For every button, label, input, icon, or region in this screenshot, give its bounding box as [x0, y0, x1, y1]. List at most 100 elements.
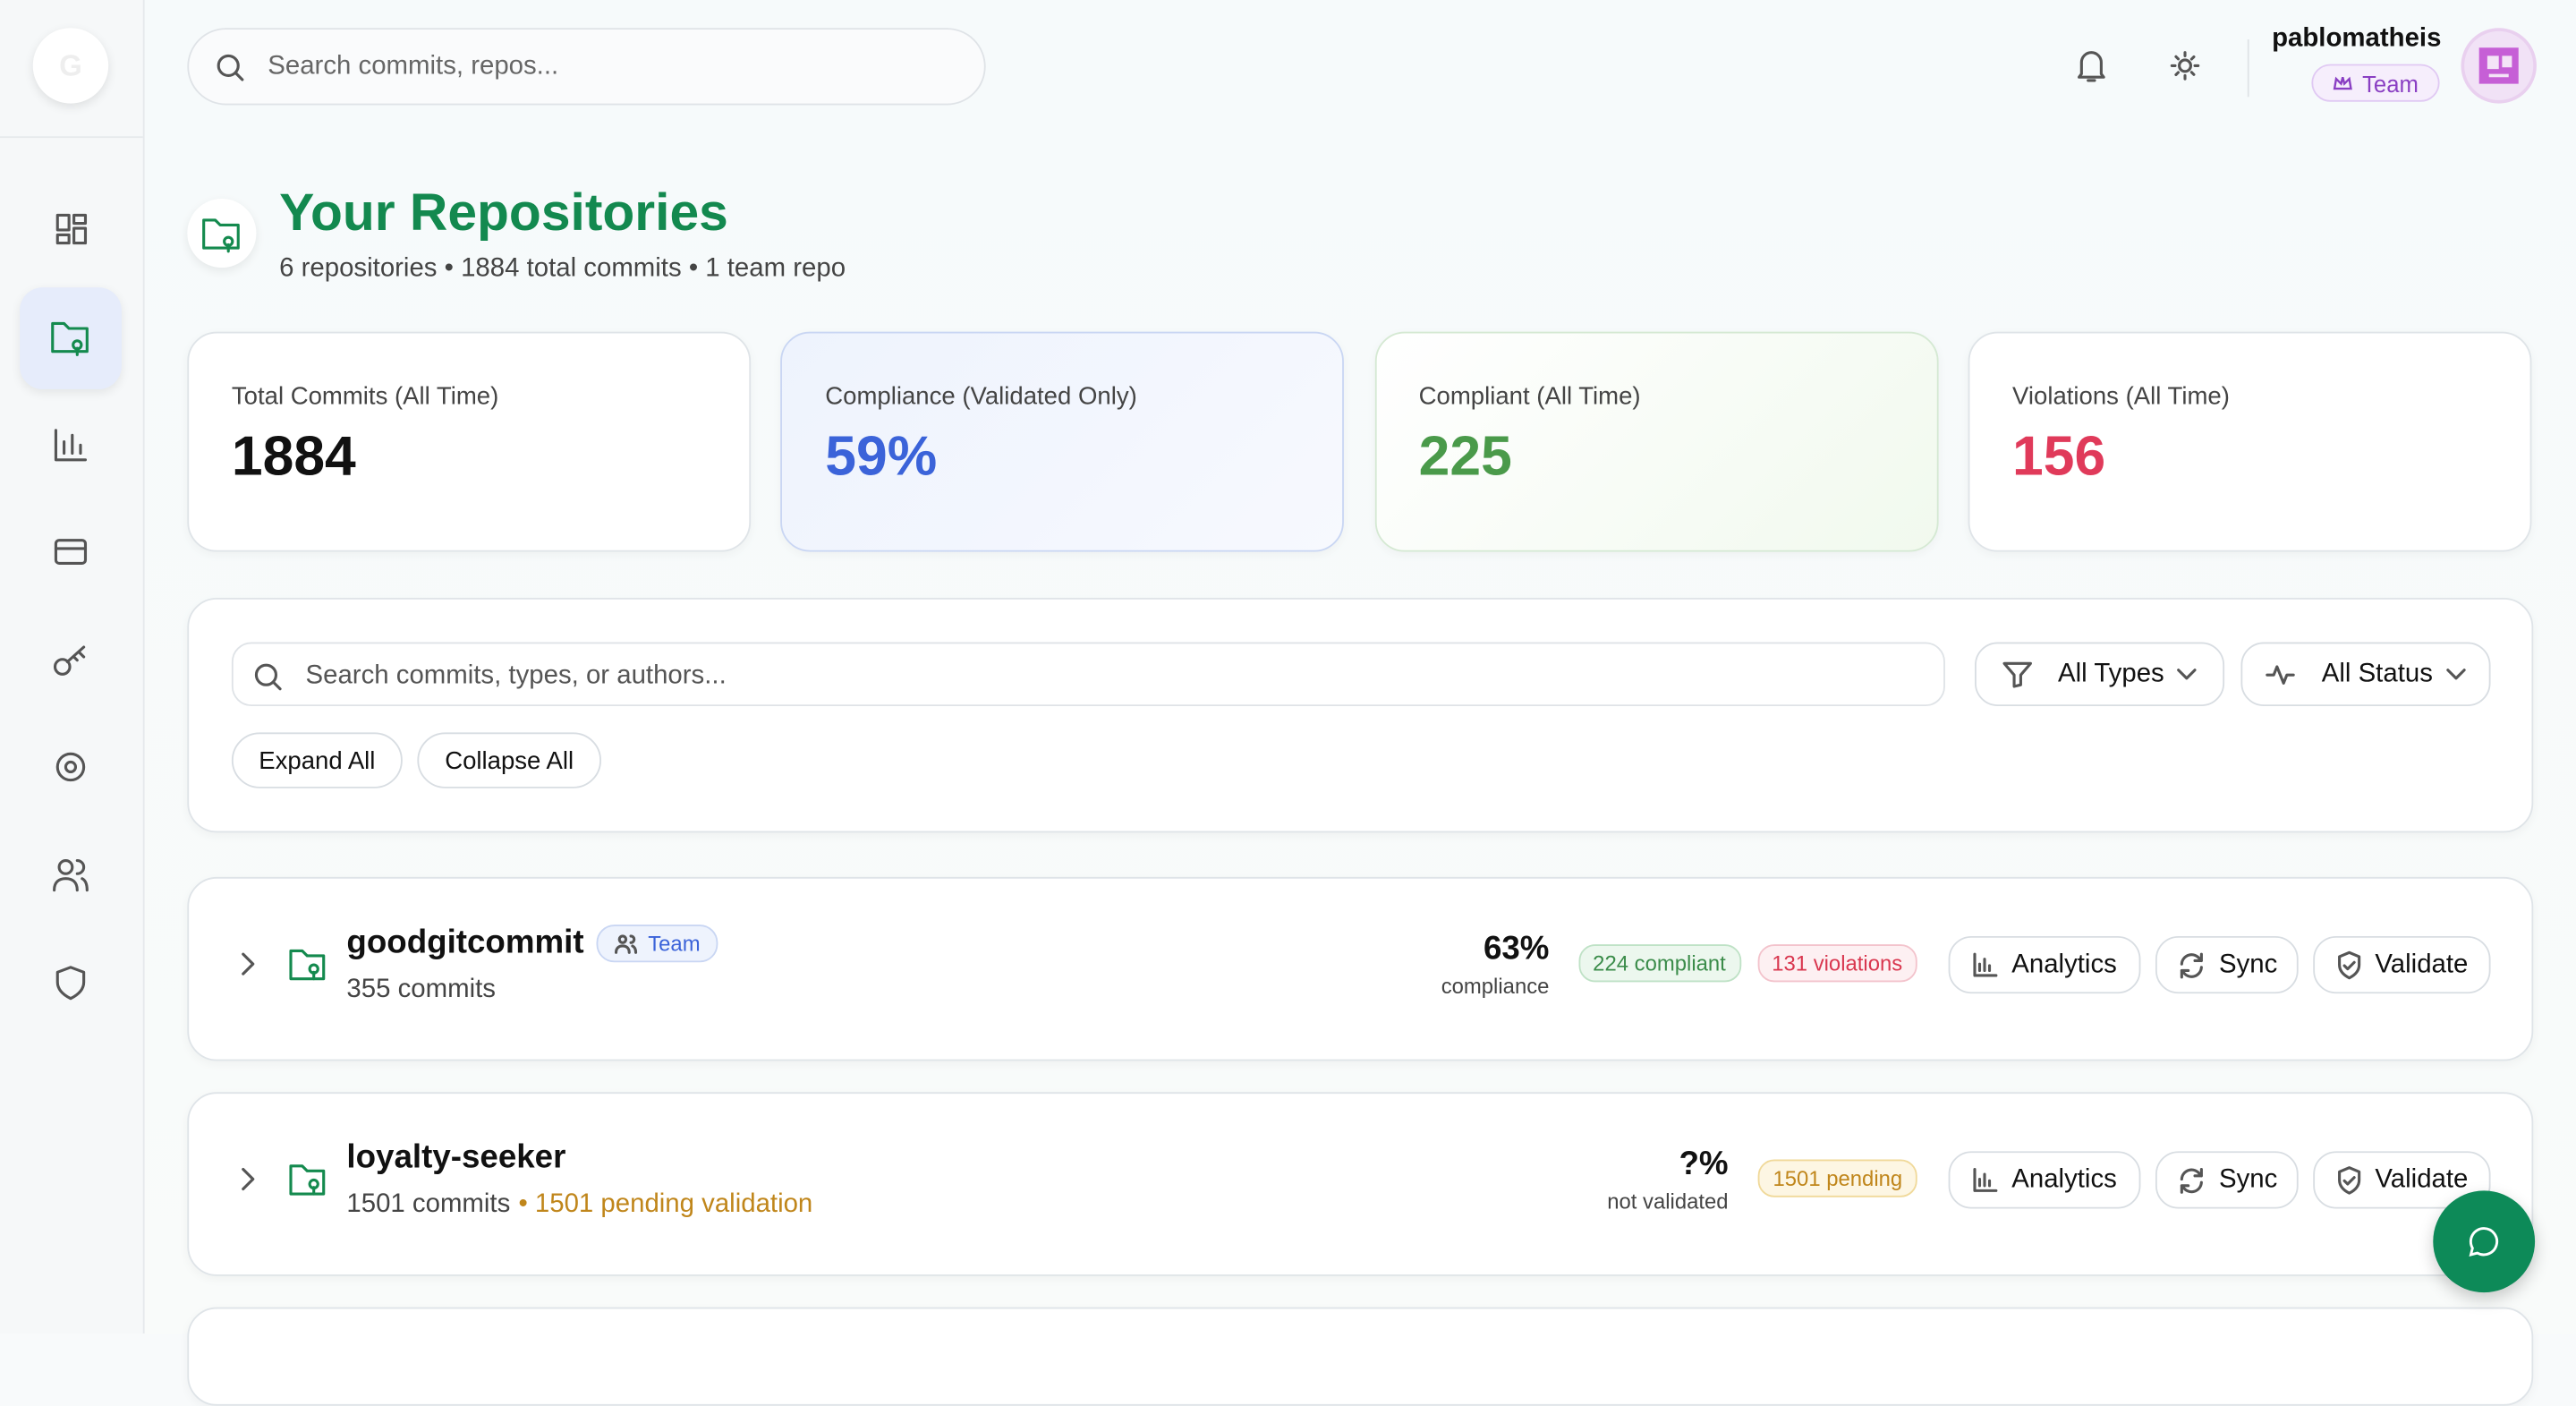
repo-icon — [287, 944, 327, 992]
status-text: All Status — [2321, 659, 2433, 687]
nav-dashboard[interactable] — [55, 213, 88, 245]
page-subtitle: 6 repositories • 1884 total commits • 1 … — [279, 254, 846, 283]
nav-repos[interactable] — [51, 321, 89, 356]
sidebar: G — [0, 0, 145, 1334]
repo-name[interactable]: goodgitcommit — [346, 925, 584, 961]
action-button[interactable]: Sync — [2155, 1151, 2299, 1209]
expand-all[interactable]: Expand All — [231, 732, 403, 788]
stat-card: Compliance (Validated Only) 59% — [780, 331, 1345, 552]
compliance-percent: ?% — [1679, 1146, 1729, 1183]
repo-card: loyalty-seeker 1501 commits • 1501 pending… — [187, 1092, 2534, 1276]
icon — [2180, 951, 2203, 978]
action-button[interactable]: Analytics — [1948, 935, 2141, 994]
folder — [289, 949, 326, 981]
repo-title-row: loyalty-seeker — [346, 1139, 565, 1177]
status-chip: 131 violations — [1756, 944, 1917, 983]
chat-button[interactable] — [2433, 1190, 2536, 1293]
page-icon — [187, 199, 257, 268]
action-label: Analytics — [2011, 1164, 2117, 1194]
stat-value: 156 — [2012, 425, 2106, 488]
compliance: 63% compliance — [1441, 931, 1550, 998]
stat-card: Total Commits (All Time) 1884 — [187, 331, 752, 552]
team-icon — [615, 933, 638, 953]
expand-toggle[interactable] — [238, 950, 258, 985]
stat-value: 1884 — [231, 425, 356, 488]
stat-value: 59% — [825, 425, 938, 488]
folder — [289, 1164, 326, 1196]
action-button[interactable]: Validate — [2313, 935, 2491, 994]
activity-icon — [2266, 664, 2296, 685]
repo-icon — [202, 218, 240, 253]
stat-label: Compliance (Validated Only) — [825, 382, 1137, 411]
stat-value: 225 — [1418, 425, 1512, 488]
stat-label: Compliant (All Time) — [1418, 382, 1641, 411]
repo-name[interactable]: loyalty-seeker — [346, 1139, 566, 1176]
action-label: Sync — [2219, 950, 2278, 978]
action-button[interactable]: Analytics — [1948, 1151, 2141, 1209]
repo-meta: 355 commits — [346, 976, 496, 1005]
header-icons — [2078, 51, 2200, 82]
search-icon — [217, 54, 244, 81]
search-placeholder: Search commits, repos... — [268, 52, 559, 81]
stat-label: Total Commits (All Time) — [231, 382, 499, 411]
stat-card: Compliant (All Time) 225 — [1374, 331, 1938, 552]
logo[interactable]: G — [32, 28, 109, 104]
chevron — [242, 1167, 255, 1191]
expand-toggle[interactable] — [238, 1166, 258, 1201]
filter-search[interactable]: Search commits, types, or authors... — [231, 642, 1945, 707]
icon — [1974, 951, 1999, 976]
stat-label: Violations (All Time) — [2012, 382, 2230, 411]
icon — [1974, 1167, 1999, 1192]
team-badge-text: Team — [648, 931, 701, 956]
user-name: pablomatheis — [2272, 24, 2442, 53]
filter-icon — [2002, 660, 2032, 687]
status-chips: 1501 pending — [1742, 1159, 1917, 1197]
avatar[interactable] — [2461, 28, 2537, 104]
repo-card — [187, 1307, 2534, 1406]
active-nav — [20, 287, 122, 389]
chat-icon — [2469, 1227, 2499, 1257]
status-chips: 224 compliant 131 violations — [1561, 944, 1917, 983]
divider — [2247, 39, 2249, 98]
commit-count: 355 commits — [346, 975, 496, 1004]
crown-icon — [2333, 75, 2352, 89]
repo-card: goodgitcommit Team 355 commits Analytics Syn… — [187, 876, 2534, 1061]
nav-analytics[interactable] — [54, 429, 88, 462]
page-title: Your Repositories — [279, 182, 728, 242]
status-chip: 224 compliant — [1577, 944, 1741, 983]
type-select[interactable]: All Types — [1974, 642, 2225, 707]
nav-keys[interactable] — [53, 645, 86, 676]
compliance-label: not validated — [1607, 1189, 1729, 1214]
nav-security[interactable] — [55, 966, 86, 1001]
filter-card: Search commits, types, or authors... All… — [187, 597, 2534, 833]
action-label: Validate — [2375, 1164, 2469, 1194]
global-search[interactable]: Search commits, repos... — [187, 28, 986, 106]
repo-title-row: goodgitcommit Team — [346, 925, 718, 963]
compliance-percent: 63% — [1483, 931, 1550, 967]
nav-icons — [51, 213, 89, 1001]
status-chip: 1501 pending — [1757, 1159, 1917, 1197]
icon — [2337, 1165, 2360, 1194]
action-button[interactable]: Sync — [2155, 935, 2299, 994]
collapse-all[interactable]: Collapse All — [417, 732, 602, 788]
divider — [0, 136, 143, 139]
chevron — [2445, 668, 2466, 679]
action-label: Analytics — [2011, 950, 2117, 978]
nav-team[interactable] — [53, 858, 89, 892]
search-icon — [254, 663, 282, 691]
icon — [2337, 950, 2360, 979]
pending-note: • 1501 pending validation — [518, 1190, 813, 1219]
nav-billing[interactable] — [54, 539, 88, 565]
nav-settings[interactable] — [55, 752, 86, 782]
theme-toggle[interactable] — [2170, 51, 2200, 81]
action-label: Validate — [2375, 950, 2469, 978]
commit-count: 1501 commits — [346, 1190, 511, 1219]
plan-text: Team — [2362, 69, 2419, 97]
chevron — [2177, 668, 2198, 679]
avatar-art — [2478, 47, 2519, 84]
status-select[interactable]: All Status — [2240, 642, 2491, 707]
notifications[interactable] — [2078, 51, 2105, 82]
